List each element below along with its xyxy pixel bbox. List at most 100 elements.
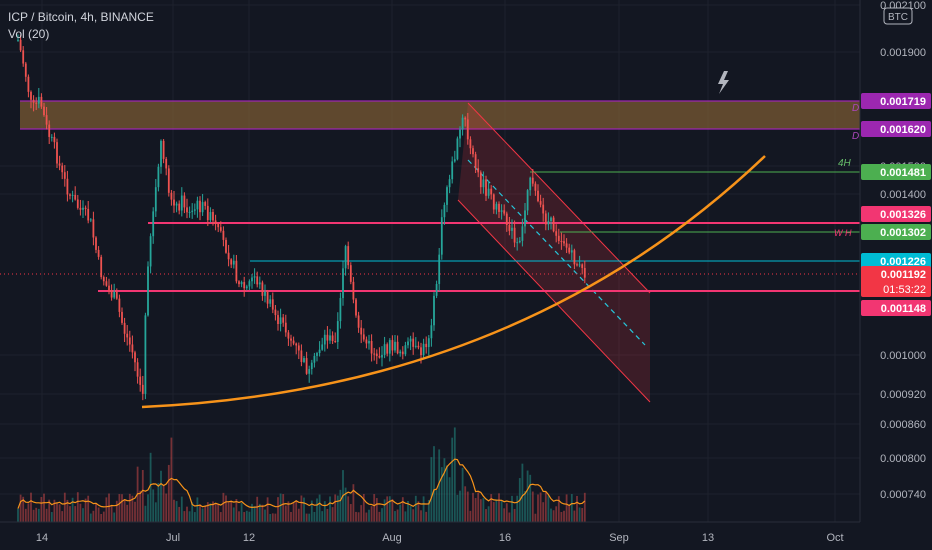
volume-bar <box>264 509 266 522</box>
candle-body <box>313 355 316 363</box>
volume-bar <box>464 486 467 522</box>
volume-bar <box>537 494 539 522</box>
volume-bar <box>381 508 383 522</box>
candle-body <box>477 168 480 173</box>
volume-bar <box>100 513 103 522</box>
volume-bar <box>274 513 277 522</box>
volume-bar <box>334 494 337 522</box>
volume-bar <box>534 513 537 522</box>
candle-body <box>37 96 40 104</box>
candle-body <box>113 291 116 298</box>
volume-bar <box>433 446 435 522</box>
candle-body <box>227 252 230 260</box>
candle-body <box>492 194 495 210</box>
volume-bar <box>121 494 123 522</box>
candle-body <box>425 343 428 348</box>
candle-body <box>435 283 438 296</box>
volume-bar <box>144 505 147 522</box>
channel-midline <box>467 159 646 346</box>
volume-bar <box>313 511 316 522</box>
candle-body <box>318 349 321 354</box>
candle-body <box>217 224 220 228</box>
currency-badge[interactable] <box>883 7 913 25</box>
volume-bar <box>482 498 485 522</box>
volume-bar <box>427 499 430 522</box>
candle-body <box>342 268 344 299</box>
lightning-icon[interactable] <box>718 71 729 94</box>
volume-bar <box>336 495 339 522</box>
volume-bar <box>82 508 84 522</box>
time-tick: Sep <box>609 532 629 544</box>
candle-body <box>308 369 311 374</box>
candle-body <box>297 345 300 351</box>
price-label-text: 0.001326 <box>880 209 926 221</box>
price-tick: 0.001900 <box>880 47 926 59</box>
volume-bar <box>157 482 160 522</box>
candle-body <box>131 344 134 353</box>
candle-body <box>139 376 142 385</box>
candle-body <box>199 200 201 213</box>
candle-body <box>277 315 279 325</box>
volume-bar <box>175 501 178 522</box>
volume-bar <box>53 499 56 522</box>
price-label-last <box>861 266 931 297</box>
candle-body <box>516 242 519 244</box>
volume-bar <box>134 501 136 522</box>
volume-bar <box>115 500 118 522</box>
volume-bar <box>256 496 259 522</box>
candle-body <box>505 213 508 226</box>
candle-body <box>565 243 568 248</box>
volume-bar <box>503 508 506 522</box>
candle-body <box>245 286 248 289</box>
time-axis[interactable] <box>0 522 932 550</box>
volume-moving-average <box>17 458 586 509</box>
volume-bar <box>258 503 261 522</box>
candle-body <box>183 195 186 208</box>
symbol-title[interactable]: ICP / Bitcoin, 4h, BINANCE <box>8 10 154 24</box>
volume-bar <box>61 511 64 522</box>
volume-bar <box>399 504 402 522</box>
volume-indicator-title[interactable]: Vol (20) <box>8 27 50 41</box>
candle-body <box>206 205 209 221</box>
volume-bar <box>17 508 19 522</box>
candle-body <box>48 124 51 137</box>
candles <box>17 34 586 401</box>
candle-body <box>539 201 542 205</box>
candle-body <box>95 237 97 250</box>
candle-body <box>105 281 108 286</box>
candle-body <box>547 220 550 225</box>
candle-body <box>456 138 459 160</box>
candle-body <box>498 203 500 212</box>
tag-d1: D <box>852 103 859 114</box>
volume-bar <box>235 499 238 522</box>
volume-bar <box>87 495 90 522</box>
candle-body <box>414 345 417 347</box>
volume-bar <box>56 503 58 522</box>
candle-body <box>102 277 105 282</box>
candle-body <box>568 247 571 253</box>
candle-body <box>524 210 526 227</box>
volume-bar <box>560 511 563 522</box>
volume-bar <box>365 512 368 522</box>
candle-body <box>253 276 256 278</box>
volume-bar <box>316 498 318 522</box>
volume-bar <box>102 511 105 522</box>
volume-bar <box>253 506 256 522</box>
candle-body <box>115 291 118 299</box>
time-tick: Jul <box>166 532 180 544</box>
candle-body <box>386 344 389 354</box>
time-tick: Oct <box>826 532 843 544</box>
volume-bar <box>360 505 363 522</box>
candle-body <box>61 165 64 173</box>
candle-body <box>19 39 22 51</box>
volume-bar <box>74 506 77 522</box>
candle-body <box>284 322 287 333</box>
currency-badge-label: BTC <box>888 12 908 23</box>
volume-bar <box>222 492 225 522</box>
volume-bar <box>521 463 524 522</box>
candle-body <box>230 259 233 265</box>
candle-body <box>526 190 529 211</box>
volume-bar <box>526 470 529 522</box>
